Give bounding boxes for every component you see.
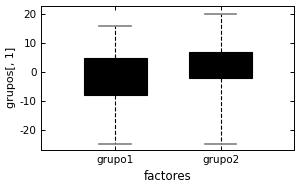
PathPatch shape [84,58,147,95]
PathPatch shape [189,52,252,78]
X-axis label: factores: factores [144,170,192,184]
Y-axis label: grupos[, 1]: grupos[, 1] [6,47,16,108]
